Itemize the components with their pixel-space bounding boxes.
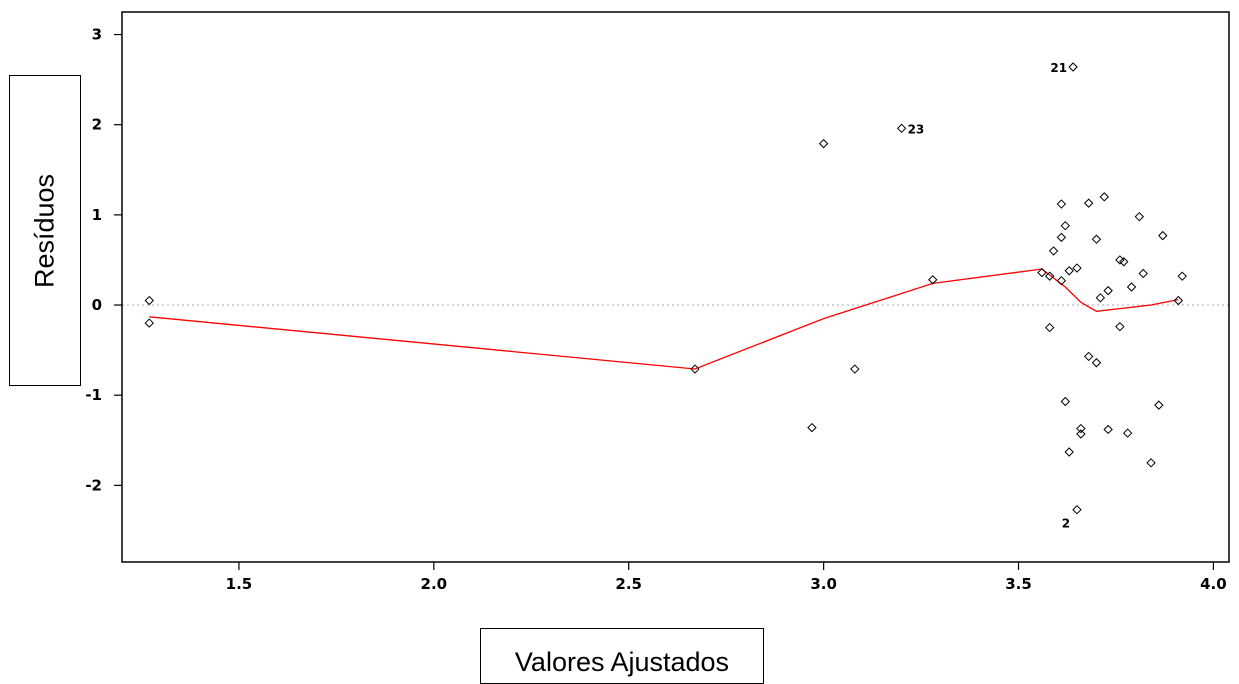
y-axis-title-box: Resíduos [9,75,81,386]
smooth-layer [149,268,1179,370]
data-point [1146,458,1156,468]
y-axis: 3 2 1 0 -1 -2 [85,26,122,494]
data-point [1044,271,1055,281]
data-point [1048,246,1059,256]
x-tick-label: 3.0 [810,575,837,593]
data-point [1103,424,1113,435]
point-label: 21 [1050,61,1067,75]
data-point [1064,266,1074,276]
x-tick-label: 3.5 [1005,575,1032,593]
x-tick-label: 4.0 [1200,575,1227,593]
data-point [1115,321,1125,332]
data-point [1060,220,1070,231]
data-point [1154,400,1164,410]
data-point [1173,295,1184,306]
data-point [807,422,817,433]
y-tick-label: -1 [85,386,102,404]
data-point [1091,358,1102,368]
data-point [144,295,154,306]
data-point [1064,447,1074,457]
data-point [1056,275,1067,286]
data-point [1072,504,1082,515]
data-point [1119,257,1129,267]
data-point [1158,230,1168,241]
data-point [1068,62,1078,72]
data-point [1122,428,1133,438]
x-tick-label: 1.5 [226,575,253,593]
data-point [690,364,700,374]
data-point [144,318,154,328]
y-tick-label: 2 [92,116,102,134]
data-point [1044,322,1055,333]
data-point [1115,255,1125,265]
data-point [1103,285,1113,296]
data-point [818,138,829,149]
data-point [1177,271,1187,281]
data-point [1076,423,1086,434]
data-point [1076,429,1086,439]
plot-frame [121,11,1230,563]
data-point [1134,211,1145,222]
data-point [850,364,860,374]
data-point [1037,267,1047,278]
data-point [1126,282,1137,292]
y-tick-label: 3 [92,26,102,44]
data-point [1091,234,1102,244]
data-point [1083,198,1094,208]
data-point [1095,293,1106,303]
point-label: 23 [908,122,925,136]
x-tick-label: 2.0 [421,575,448,593]
data-point [1056,232,1067,243]
y-tick-label: 1 [92,206,102,224]
x-axis-title: Valores Ajustados [514,647,730,677]
points-layer [144,62,1187,515]
x-axis-title-box: Valores Ajustados [480,628,764,684]
y-axis-title: Resíduos [29,173,60,288]
data-point [928,275,938,285]
data-point [896,123,907,134]
x-tick-label: 2.5 [615,575,642,593]
data-point [1056,199,1067,209]
y-tick-label: 0 [92,296,102,314]
data-point [1060,396,1070,407]
smooth-line [149,268,1179,370]
data-point [1138,268,1148,279]
data-point [1083,351,1094,362]
data-point [1099,192,1109,202]
y-tick-label: -2 [85,476,102,494]
x-axis: 1.5 2.0 2.5 3.0 3.5 4.0 [226,562,1227,593]
point-labels-layer: 23 21 2 [908,61,1071,531]
data-point [1072,263,1082,273]
point-label: 2 [1062,517,1070,531]
